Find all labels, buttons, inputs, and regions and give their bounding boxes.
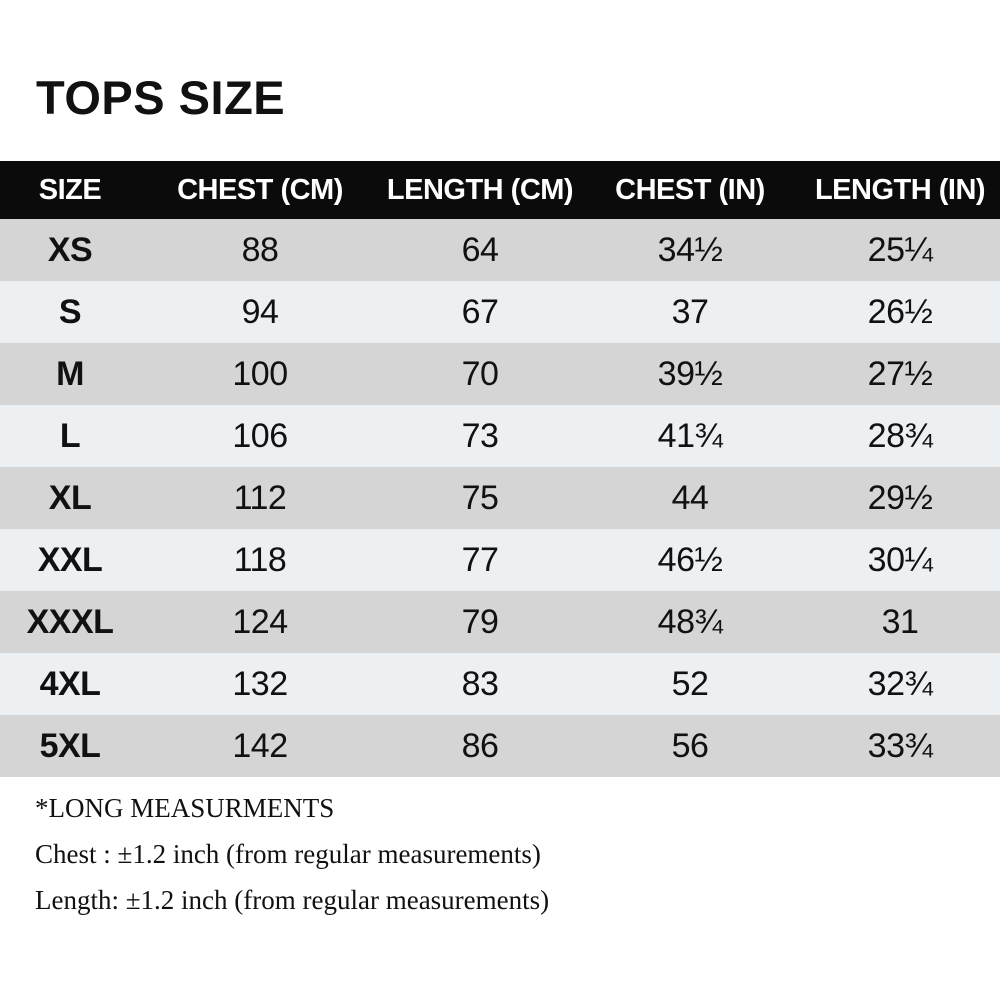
measurement-cell: 28¾ xyxy=(800,405,1000,467)
measurement-cell: 67 xyxy=(380,281,580,343)
measurement-cell: 100 xyxy=(140,343,380,405)
size-label-cell: 4XL xyxy=(0,653,140,715)
size-label-cell: XS xyxy=(0,219,140,281)
column-header-size: SIZE xyxy=(0,161,140,219)
note-long-measurements: *LONG MEASURMENTS xyxy=(35,793,335,823)
measurement-cell: 32¾ xyxy=(800,653,1000,715)
measurement-cell: 27½ xyxy=(800,343,1000,405)
table-row: XS 88 64 34½ 25¼ xyxy=(0,219,1000,281)
measurement-cell: 64 xyxy=(380,219,580,281)
measurement-cell: 83 xyxy=(380,653,580,715)
size-table-body: XS 88 64 34½ 25¼ S 94 67 37 26½ M 100 70 39½ 27½ L 106 73… xyxy=(0,219,1000,777)
measurement-cell: 73 xyxy=(380,405,580,467)
size-label-cell: M xyxy=(0,343,140,405)
column-header-length-in: LENGTH (IN) xyxy=(800,161,1000,219)
measurement-cell: 132 xyxy=(140,653,380,715)
measurement-cell: 30¼ xyxy=(800,529,1000,591)
measurement-cell: 37 xyxy=(580,281,800,343)
measurement-cell: 44 xyxy=(580,467,800,529)
header-row: SIZE CHEST (CM) LENGTH (CM) CHEST (IN) L… xyxy=(0,161,1000,219)
measurement-cell: 25¼ xyxy=(800,219,1000,281)
table-row: S 94 67 37 26½ xyxy=(0,281,1000,343)
table-row: M 100 70 39½ 27½ xyxy=(0,343,1000,405)
measurement-cell: 31 xyxy=(800,591,1000,653)
size-label-cell: S xyxy=(0,281,140,343)
measurement-cell: 112 xyxy=(140,467,380,529)
column-header-chest-cm: CHEST (CM) xyxy=(140,161,380,219)
size-table-header: SIZE CHEST (CM) LENGTH (CM) CHEST (IN) L… xyxy=(0,161,1000,219)
measurement-cell: 39½ xyxy=(580,343,800,405)
size-table: SIZE CHEST (CM) LENGTH (CM) CHEST (IN) L… xyxy=(0,161,1000,777)
table-row: L 106 73 41¾ 28¾ xyxy=(0,405,1000,467)
measurement-cell: 77 xyxy=(380,529,580,591)
note-chest-tolerance: Chest : ±1.2 inch (from regular measurem… xyxy=(35,839,541,869)
table-row: XXL 118 77 46½ 30¼ xyxy=(0,529,1000,591)
measurement-cell: 75 xyxy=(380,467,580,529)
measurement-cell: 26½ xyxy=(800,281,1000,343)
measurement-cell: 56 xyxy=(580,715,800,777)
measurement-cell: 94 xyxy=(140,281,380,343)
table-row: XL 112 75 44 29½ xyxy=(0,467,1000,529)
table-row: XXXL 124 79 48¾ 31 xyxy=(0,591,1000,653)
measurement-cell: 41¾ xyxy=(580,405,800,467)
column-header-length-cm: LENGTH (CM) xyxy=(380,161,580,219)
page-title: TOPS SIZE xyxy=(36,71,286,124)
measurement-cell: 79 xyxy=(380,591,580,653)
table-row: 5XL 142 86 56 33¾ xyxy=(0,715,1000,777)
size-label-cell: 5XL xyxy=(0,715,140,777)
measurement-notes: *LONG MEASURMENTS Chest : ±1.2 inch (fro… xyxy=(35,794,549,932)
size-label-cell: XXL xyxy=(0,529,140,591)
measurement-cell: 106 xyxy=(140,405,380,467)
measurement-cell: 142 xyxy=(140,715,380,777)
measurement-cell: 70 xyxy=(380,343,580,405)
measurement-cell: 46½ xyxy=(580,529,800,591)
measurement-cell: 124 xyxy=(140,591,380,653)
size-label-cell: XL xyxy=(0,467,140,529)
measurement-cell: 88 xyxy=(140,219,380,281)
size-label-cell: XXXL xyxy=(0,591,140,653)
measurement-cell: 29½ xyxy=(800,467,1000,529)
size-label-cell: L xyxy=(0,405,140,467)
measurement-cell: 86 xyxy=(380,715,580,777)
measurement-cell: 118 xyxy=(140,529,380,591)
column-header-chest-in: CHEST (IN) xyxy=(580,161,800,219)
measurement-cell: 34½ xyxy=(580,219,800,281)
measurement-cell: 33¾ xyxy=(800,715,1000,777)
measurement-cell: 48¾ xyxy=(580,591,800,653)
table-row: 4XL 132 83 52 32¾ xyxy=(0,653,1000,715)
measurement-cell: 52 xyxy=(580,653,800,715)
note-length-tolerance: Length: ±1.2 inch (from regular measurem… xyxy=(35,885,550,915)
